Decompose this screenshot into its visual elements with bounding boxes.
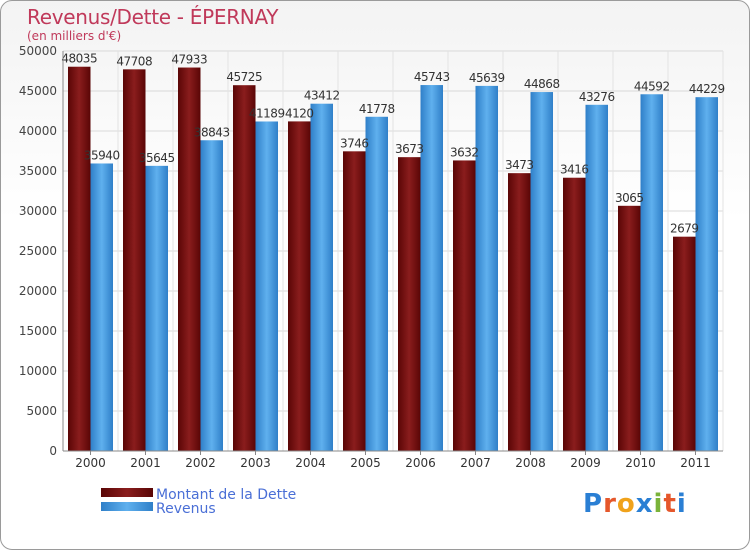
bar-revenus	[310, 103, 333, 451]
legend-swatch	[101, 502, 153, 511]
data-label: 45725	[226, 70, 262, 84]
y-tick-label: 45000	[19, 84, 57, 98]
data-label: 3746	[340, 136, 369, 150]
x-tick-label: 2001	[130, 456, 161, 470]
bar-dette	[508, 173, 531, 451]
data-label: 44229	[689, 82, 725, 96]
logo-letter: o	[616, 489, 636, 519]
data-label: 3473	[505, 158, 534, 172]
data-label: 35645	[139, 151, 175, 165]
proxiti-logo: Proxiti	[583, 489, 687, 519]
bar-revenus	[420, 85, 443, 451]
data-label: 41189	[249, 106, 285, 120]
bar-revenus	[585, 104, 608, 452]
bar-dette	[673, 236, 696, 451]
x-tick-label: 2008	[515, 456, 546, 470]
data-label: 47708	[116, 54, 152, 68]
bar-dette	[343, 151, 366, 451]
y-tick-label: 5000	[26, 404, 57, 418]
bar-revenus	[90, 163, 113, 452]
x-tick-label: 2004	[295, 456, 326, 470]
data-label: 47933	[171, 53, 207, 67]
logo-letter: i	[676, 489, 687, 519]
bar-dette	[563, 177, 586, 451]
x-tick-label: 2009	[570, 456, 601, 470]
bar-dette	[178, 67, 201, 451]
logo-letter: P	[583, 489, 604, 519]
data-label: 38843	[194, 125, 230, 139]
x-tick-label: 2005	[350, 456, 381, 470]
legend-label: Montant de la Dette	[156, 487, 296, 503]
logo-letter: x	[635, 489, 654, 519]
x-tick-label: 2003	[240, 456, 271, 470]
bar-dette	[618, 205, 641, 451]
y-tick-label: 50000	[19, 44, 57, 58]
x-tick-label: 2000	[75, 456, 106, 470]
data-label: 48035	[61, 52, 97, 66]
chart-subtitle: (en milliers d'€)	[27, 29, 122, 43]
data-label: 45639	[469, 71, 505, 85]
chart-title: Revenus/Dette - ÉPERNAY	[27, 5, 279, 29]
x-tick-label: 2002	[185, 456, 216, 470]
logo-letter: t	[663, 489, 677, 519]
bar-revenus	[365, 116, 388, 451]
bar-dette	[233, 85, 256, 451]
data-label: 3673	[395, 142, 424, 156]
bar-revenus	[255, 121, 278, 451]
y-tick-label: 20000	[19, 284, 57, 298]
bar-dette	[398, 157, 421, 451]
data-label: 4120	[285, 106, 314, 120]
y-tick-label: 30000	[19, 204, 57, 218]
y-tick-label: 0	[49, 444, 57, 458]
x-tick-label: 2010	[625, 456, 656, 470]
legend-swatch	[101, 488, 153, 497]
data-label: 41778	[359, 102, 395, 116]
data-label: 45743	[414, 70, 450, 84]
x-tick-label: 2011	[680, 456, 711, 470]
legend-label: Revenus	[156, 501, 216, 517]
data-label: 44592	[634, 79, 670, 93]
data-label: 43276	[579, 90, 615, 104]
x-tick-label: 2007	[460, 456, 491, 470]
bar-revenus	[475, 85, 498, 451]
y-tick-label: 40000	[19, 124, 57, 138]
bar-revenus	[145, 165, 168, 451]
y-tick-label: 15000	[19, 324, 57, 338]
bar-revenus	[640, 94, 663, 451]
bar-dette	[453, 160, 476, 451]
data-label: 3632	[450, 145, 479, 159]
y-tick-label: 35000	[19, 164, 57, 178]
data-label: 43412	[304, 89, 340, 103]
bar-revenus	[530, 92, 553, 451]
x-tick-label: 2006	[405, 456, 436, 470]
bar-revenus	[695, 97, 718, 451]
data-label: 35940	[84, 148, 120, 162]
bar-dette	[123, 69, 146, 451]
logo-letter: r	[603, 489, 617, 519]
data-label: 44868	[524, 77, 560, 91]
logo-letter: i	[653, 489, 664, 519]
data-label: 3416	[560, 163, 589, 177]
bar-dette	[68, 66, 91, 451]
logo-text: Proxiti	[583, 489, 687, 519]
bar-dette	[288, 121, 311, 452]
y-tick-label: 10000	[19, 364, 57, 378]
data-label: 2679	[670, 222, 699, 236]
bar-revenus	[200, 140, 223, 452]
data-label: 3065	[615, 191, 644, 205]
y-tick-label: 25000	[19, 244, 57, 258]
